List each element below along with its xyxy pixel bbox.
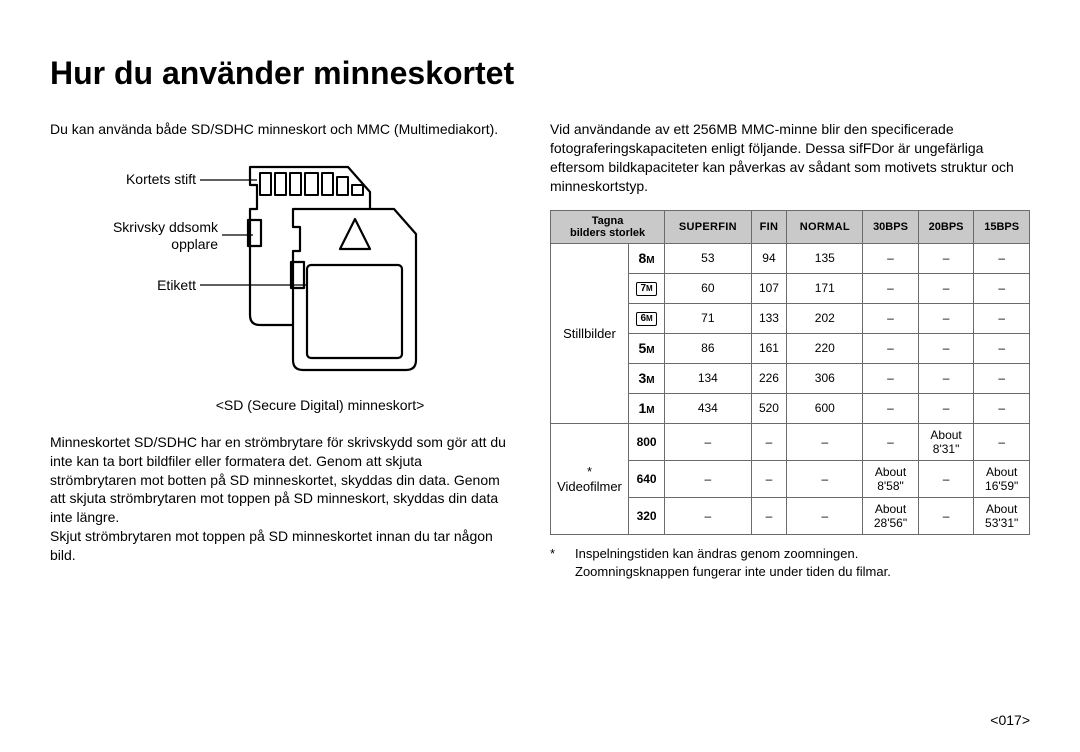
th-normal: NORMAL — [787, 210, 863, 243]
size-icon-cell: 5M — [629, 333, 665, 363]
table-cell: ‒ — [787, 497, 863, 534]
table-cell: ‒ — [863, 333, 919, 363]
footnote-2: Zoomningsknappen fungerar inte under tid… — [575, 563, 891, 581]
table-cell: 220 — [787, 333, 863, 363]
table-cell: ‒ — [863, 273, 919, 303]
right-intro: Vid användande av ett 256MB MMC-minne bl… — [550, 120, 1030, 196]
table-cell: 71 — [665, 303, 751, 333]
table-cell: ‒ — [863, 243, 919, 273]
table-cell: ‒ — [918, 273, 974, 303]
table-cell: 161 — [751, 333, 787, 363]
size-icon-cell: 8M — [629, 243, 665, 273]
th-fin: FIN — [751, 210, 787, 243]
left-paragraph: Minneskortet SD/SDHC har en strömbrytare… — [50, 433, 510, 565]
table-cell: ‒ — [751, 460, 787, 497]
table-cell: About 16'59" — [974, 460, 1030, 497]
table-cell: ‒ — [787, 423, 863, 460]
table-cell: ‒ — [918, 460, 974, 497]
row-header-still: Stillbilder — [551, 243, 629, 423]
table-cell: 94 — [751, 243, 787, 273]
th-15bps: 15BPS — [974, 210, 1030, 243]
table-header-row: Tagna bilders storlek SUPERFIN FIN NORMA… — [551, 210, 1030, 243]
table-cell: 86 — [665, 333, 751, 363]
table-cell: ‒ — [974, 423, 1030, 460]
table-cell: 134 — [665, 363, 751, 393]
footnotes: * Inspelningstiden kan ändras genom zoom… — [550, 545, 1030, 581]
table-cell: ‒ — [863, 363, 919, 393]
diagram-label-switch: Skrivsky ddsomk opplare — [80, 219, 218, 253]
table-cell: ‒ — [751, 497, 787, 534]
table-cell: ‒ — [974, 243, 1030, 273]
table-cell: ‒ — [665, 497, 751, 534]
table-row: * Videofilmer800‒‒‒‒About 8'31"‒ — [551, 423, 1030, 460]
table-cell: 171 — [787, 273, 863, 303]
table-cell: ‒ — [918, 333, 974, 363]
table-cell: ‒ — [665, 460, 751, 497]
table-cell: ‒ — [974, 393, 1030, 423]
table-cell: 520 — [751, 393, 787, 423]
size-icon-cell: 3M — [629, 363, 665, 393]
table-cell: 107 — [751, 273, 787, 303]
table-cell: ‒ — [918, 243, 974, 273]
footnote-1: Inspelningstiden kan ändras genom zoomni… — [575, 545, 891, 563]
th-size: Tagna bilders storlek — [551, 210, 665, 243]
table-cell: 600 — [787, 393, 863, 423]
table-cell: 133 — [751, 303, 787, 333]
table-cell: ‒ — [863, 303, 919, 333]
size-icon-cell: 1M — [629, 393, 665, 423]
table-cell: ‒ — [974, 273, 1030, 303]
table-cell: 640 — [629, 460, 665, 497]
page-number: <017> — [990, 712, 1030, 728]
table-cell: ‒ — [665, 423, 751, 460]
table-cell: ‒ — [974, 363, 1030, 393]
sd-card-svg — [50, 157, 490, 382]
size-icon-cell: 6M — [629, 303, 665, 333]
th-30bps: 30BPS — [863, 210, 919, 243]
capacity-table: Tagna bilders storlek SUPERFIN FIN NORMA… — [550, 210, 1030, 535]
diagram-caption: <SD (Secure Digital) minneskort> — [50, 396, 510, 415]
table-cell: 202 — [787, 303, 863, 333]
table-cell: ‒ — [863, 393, 919, 423]
table-cell: About 8'58" — [863, 460, 919, 497]
right-column: Vid användande av ett 256MB MMC-minne bl… — [550, 120, 1030, 581]
table-cell: About 8'31" — [918, 423, 974, 460]
diagram-label-etikett: Etikett — [120, 277, 196, 294]
table-cell: ‒ — [863, 423, 919, 460]
table-cell: 434 — [665, 393, 751, 423]
sd-card-diagram: Kortets stift Skrivsky ddsomk opplare Et… — [50, 157, 490, 382]
table-cell: 800 — [629, 423, 665, 460]
th-superfin: SUPERFIN — [665, 210, 751, 243]
footnote-star: * — [550, 545, 565, 581]
table-cell: ‒ — [787, 460, 863, 497]
table-cell: ‒ — [918, 497, 974, 534]
table-cell: ‒ — [974, 333, 1030, 363]
diagram-label-pins: Kortets stift — [98, 171, 196, 188]
table-row: Stillbilder8M5394135‒‒‒ — [551, 243, 1030, 273]
table-cell: ‒ — [918, 303, 974, 333]
left-intro: Du kan använda både SD/SDHC minneskort o… — [50, 120, 510, 139]
page-title: Hur du använder minneskortet — [50, 55, 1030, 92]
th-20bps: 20BPS — [918, 210, 974, 243]
table-cell: ‒ — [751, 423, 787, 460]
table-cell: 226 — [751, 363, 787, 393]
content-columns: Du kan använda både SD/SDHC minneskort o… — [50, 120, 1030, 581]
table-cell: 135 — [787, 243, 863, 273]
table-cell: About 28'56" — [863, 497, 919, 534]
table-cell: ‒ — [918, 363, 974, 393]
table-cell: 53 — [665, 243, 751, 273]
table-body: Stillbilder8M5394135‒‒‒7M60107171‒‒‒6M71… — [551, 243, 1030, 534]
table-cell: ‒ — [918, 393, 974, 423]
row-header-video: * Videofilmer — [551, 423, 629, 534]
table-cell: ‒ — [974, 303, 1030, 333]
table-cell: 320 — [629, 497, 665, 534]
table-cell: About 53'31" — [974, 497, 1030, 534]
table-cell: 60 — [665, 273, 751, 303]
left-column: Du kan använda både SD/SDHC minneskort o… — [50, 120, 510, 581]
table-cell: 306 — [787, 363, 863, 393]
size-icon-cell: 7M — [629, 273, 665, 303]
